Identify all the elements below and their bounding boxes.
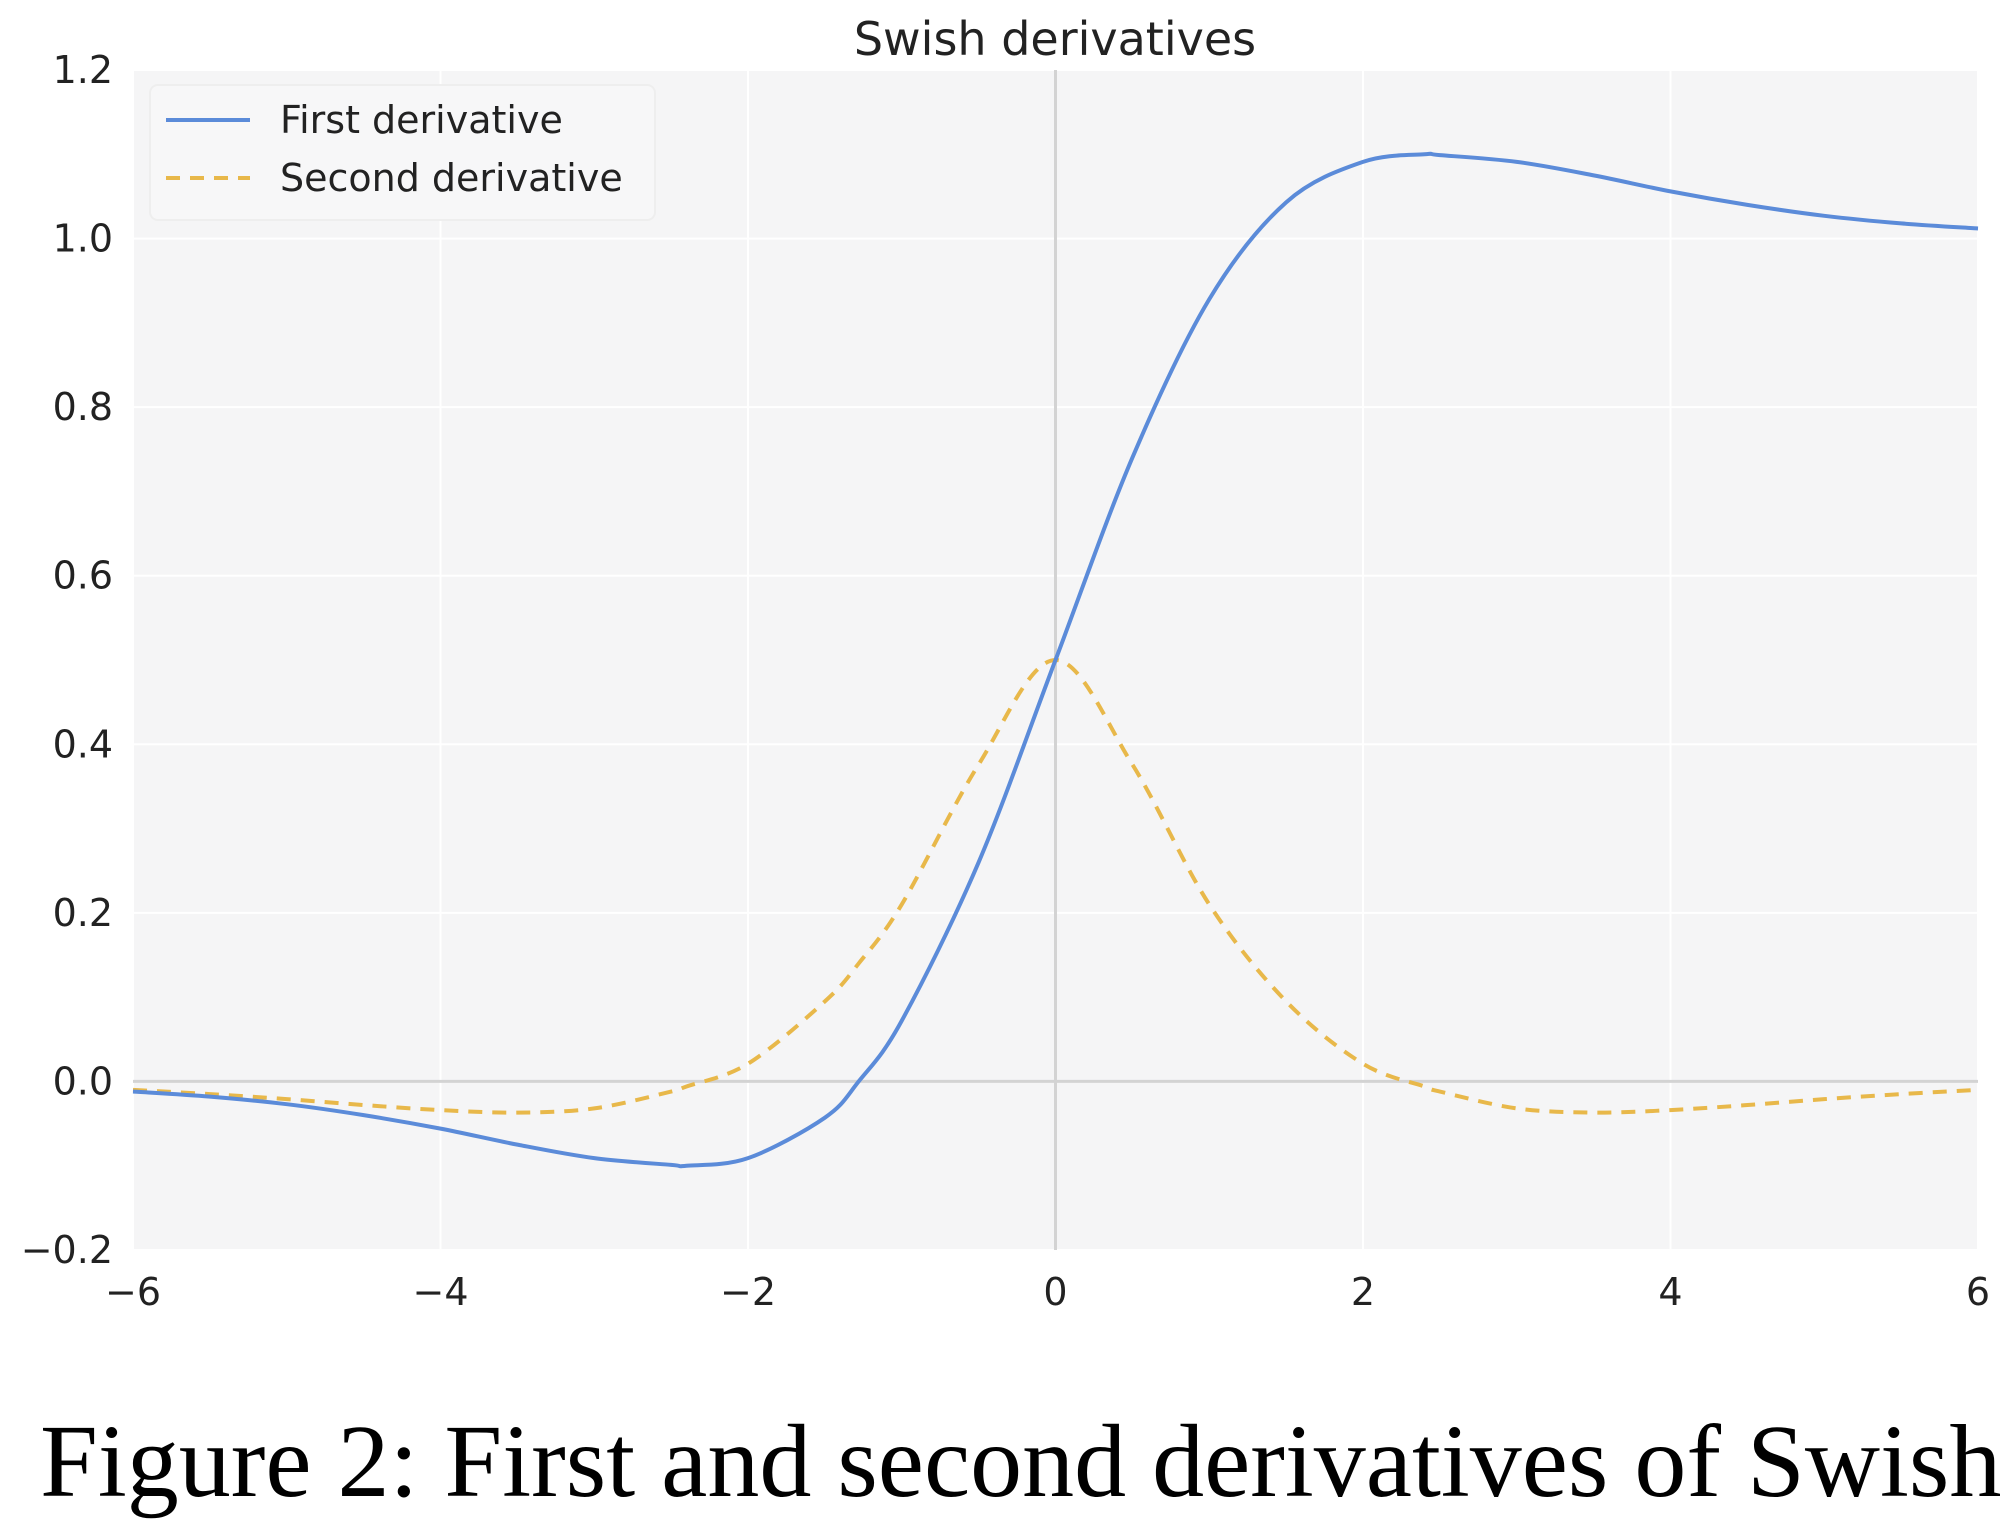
y-tick-label: 1.0 bbox=[53, 217, 113, 261]
y-tick-label: 0.0 bbox=[53, 1059, 113, 1103]
figure-caption: Figure 2: First and second derivatives o… bbox=[40, 1404, 2000, 1519]
y-tick-label: −0.2 bbox=[21, 1228, 113, 1272]
x-tick-label: 4 bbox=[1658, 1270, 1682, 1314]
x-tick-label: 2 bbox=[1351, 1270, 1375, 1314]
y-tick-label: 1.2 bbox=[53, 48, 113, 92]
x-tick-label: −4 bbox=[412, 1270, 468, 1314]
legend-label: First derivative bbox=[280, 98, 563, 142]
series-lines bbox=[132, 151, 1979, 1169]
chart-title: Swish derivatives bbox=[854, 12, 1256, 66]
second-derivative-line bbox=[132, 658, 1979, 1115]
x-tick-label: 0 bbox=[1043, 1270, 1067, 1314]
y-tick-label: 0.6 bbox=[53, 554, 113, 598]
legend-label: Second derivative bbox=[280, 156, 623, 200]
legend: First derivative Second derivative bbox=[149, 84, 656, 221]
tick-labels: −6 −4 −2 0 2 4 6 −0.2 0.0 0.2 0.4 0.6 0.8 1.0 1.2 bbox=[21, 48, 1990, 1314]
first-derivative-line bbox=[132, 151, 1979, 1169]
x-tick-label: −6 bbox=[105, 1270, 161, 1314]
swish-derivatives-chart: Swish derivatives −6 −4 −2 0 2 4 6 −0.2 0.0 0.2 0.… bbox=[21, 12, 1990, 1314]
x-tick-label: 6 bbox=[1966, 1270, 1990, 1314]
x-tick-label: −2 bbox=[720, 1270, 776, 1314]
y-tick-label: 0.8 bbox=[53, 385, 113, 429]
legend-box bbox=[149, 84, 656, 221]
y-tick-label: 0.2 bbox=[53, 891, 113, 935]
y-tick-label: 0.4 bbox=[53, 722, 113, 766]
